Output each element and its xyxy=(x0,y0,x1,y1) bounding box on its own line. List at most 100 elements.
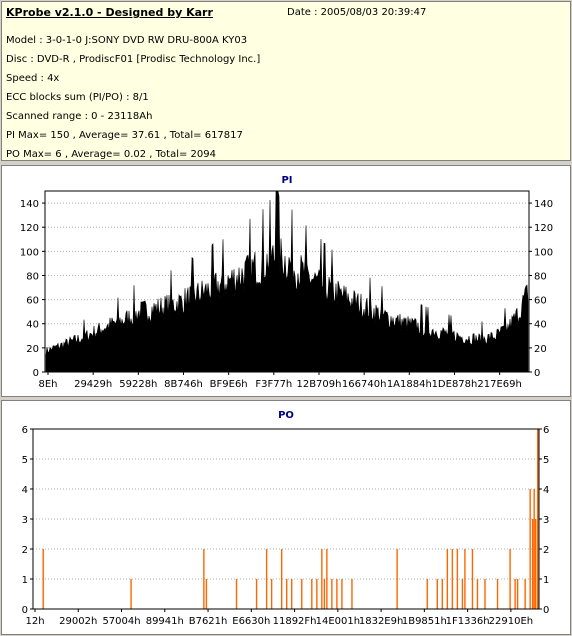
po-chart: PO 0 0 1 1 2 2 3 3 4 4 5 5 6 6 12h 29002h 57004h 89941h B76… xyxy=(22,410,550,627)
ecc-line: ECC blocks sum (PI/PO) : 8/1 xyxy=(6,92,149,103)
x-tick-label: 29002h xyxy=(59,616,97,627)
y-tick-label-right: 6 xyxy=(543,425,549,436)
y-tick-label: 1 xyxy=(22,575,28,586)
po-bar xyxy=(396,549,398,609)
y-tick-label: 6 xyxy=(22,425,28,436)
model-line: Model : 3-0-1-0 J:SONY DVD RW DRU-800A K… xyxy=(6,35,248,46)
po-bar xyxy=(205,579,208,609)
pi-chart-panel: PI 0 0 20 20 40 40 60 60 80 80 100 100 120 120 140 140 8E… xyxy=(1,165,571,397)
y-tick-label: 4 xyxy=(22,485,28,496)
x-tick-label: F3F77h xyxy=(255,379,292,390)
speed-line: Speed : 4x xyxy=(6,73,60,84)
po-bar xyxy=(531,519,534,609)
pi-stats-line: PI Max= 150 , Average= 37.61 , Total= 61… xyxy=(6,130,243,141)
x-tick-label: 1832E9h xyxy=(359,616,403,627)
po-bar xyxy=(323,579,326,609)
y-tick-label-right: 0 xyxy=(543,605,549,616)
y-tick-label: 140 xyxy=(20,199,39,210)
po-bar xyxy=(311,579,313,609)
y-tick-label: 100 xyxy=(20,247,39,258)
y-tick-label-right: 40 xyxy=(534,320,547,331)
po-bar xyxy=(533,489,535,609)
po-bar xyxy=(436,579,438,609)
info-panel: KProbe v2.1.0 - Designed by Karr Date : … xyxy=(1,1,571,161)
po-bar xyxy=(203,549,205,609)
x-tick-label: 12B709h xyxy=(296,379,341,390)
x-tick-label: 14E001h xyxy=(316,616,360,627)
x-tick-label: 12h xyxy=(25,616,44,627)
x-tick-label: E6630h xyxy=(232,616,270,627)
po-bar xyxy=(316,579,318,609)
y-tick-label: 80 xyxy=(26,271,39,282)
po-bar xyxy=(476,579,479,609)
po-bar xyxy=(336,579,338,609)
chart-title: PO xyxy=(278,410,294,421)
app-title: KProbe v2.1.0 - Designed by Karr xyxy=(6,6,213,19)
disc-line: Disc : DVD-R , ProdiscF01 [Prodisc Techn… xyxy=(6,54,261,65)
x-tick-label: 8Eh xyxy=(38,379,57,390)
y-tick-label-right: 3 xyxy=(543,515,549,526)
y-tick-label-right: 60 xyxy=(534,296,547,307)
scan-date: Date : 2005/08/03 20:39:47 xyxy=(287,7,427,18)
x-tick-label: 22910Eh xyxy=(489,616,533,627)
x-tick-label: 57004h xyxy=(102,616,140,627)
po-bar xyxy=(301,579,303,609)
po-stats-line: PO Max= 6 , Average= 0.02 , Total= 2094 xyxy=(6,149,216,160)
po-bar xyxy=(484,579,486,609)
y-tick-label-right: 0 xyxy=(534,368,540,379)
y-tick-label-right: 100 xyxy=(534,247,553,258)
chart-title: PI xyxy=(281,175,292,186)
y-tick-label: 20 xyxy=(26,344,39,355)
y-tick-label-right: 2 xyxy=(543,545,549,556)
x-tick-label: 89941h xyxy=(146,616,184,627)
po-bar xyxy=(456,549,459,609)
y-tick-label: 40 xyxy=(26,320,39,331)
po-bar xyxy=(42,549,44,609)
po-bar xyxy=(461,579,464,609)
x-tick-label: 1B9851h xyxy=(402,616,447,627)
y-tick-label: 3 xyxy=(22,515,28,526)
po-bar xyxy=(331,579,333,609)
x-tick-label: 1F1336h xyxy=(446,616,490,627)
po-bar xyxy=(321,549,323,609)
po-bar xyxy=(280,549,283,609)
y-tick-label: 5 xyxy=(22,455,28,466)
x-tick-label: 29429h xyxy=(74,379,112,390)
po-chart-panel: PO 0 0 1 1 2 2 3 3 4 4 5 5 6 6 12h 29002h 57004h 89941h B76… xyxy=(1,400,571,635)
po-bar xyxy=(270,579,273,609)
x-tick-label: 166740h xyxy=(342,379,387,390)
y-tick-label: 120 xyxy=(20,223,39,234)
po-bar xyxy=(130,579,132,609)
po-bar xyxy=(291,579,293,609)
po-bar xyxy=(524,579,526,609)
pi-series-area xyxy=(45,190,529,373)
x-tick-label: 1A1884h xyxy=(387,379,432,390)
y-tick-label: 60 xyxy=(26,296,39,307)
po-bar xyxy=(464,549,466,609)
po-bar xyxy=(351,579,353,609)
po-bar xyxy=(441,579,444,609)
x-tick-label: 59228h xyxy=(119,379,157,390)
po-bar xyxy=(341,579,343,609)
po-bar xyxy=(529,489,531,609)
po-bar xyxy=(451,549,454,609)
po-bar xyxy=(326,549,328,609)
po-bar xyxy=(534,519,537,609)
pi-chart: PI 0 0 20 20 40 40 60 60 80 80 100 100 120 120 140 140 8E… xyxy=(20,175,553,390)
po-bar xyxy=(514,579,516,609)
po-bar xyxy=(516,579,519,609)
po-bar xyxy=(426,579,428,609)
po-bar xyxy=(471,549,474,609)
y-tick-label: 2 xyxy=(22,545,28,556)
y-tick-label-right: 120 xyxy=(534,223,553,234)
plot-border xyxy=(32,428,540,610)
x-tick-label: BF9E6h xyxy=(210,379,248,390)
po-bar xyxy=(255,579,258,609)
po-bar xyxy=(537,429,539,609)
x-tick-label: 217E69h xyxy=(477,379,521,390)
y-tick-label-right: 1 xyxy=(543,575,549,586)
y-tick-label-right: 4 xyxy=(543,485,549,496)
y-tick-label-right: 20 xyxy=(534,344,547,355)
po-bar xyxy=(509,549,511,609)
plot-border xyxy=(44,190,530,373)
